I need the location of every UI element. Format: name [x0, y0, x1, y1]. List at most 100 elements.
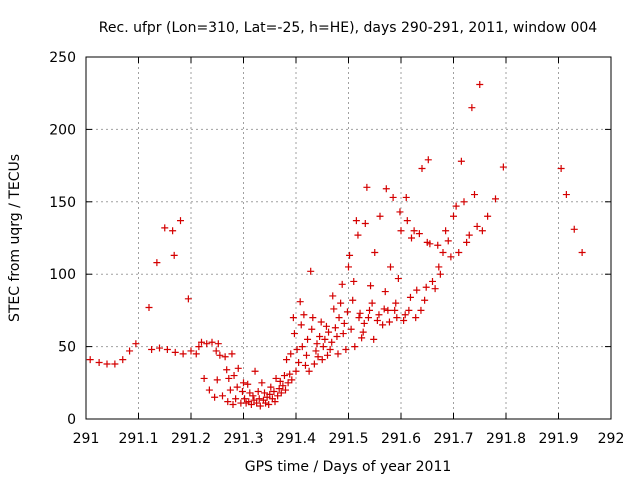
data-point-plus	[376, 212, 384, 220]
data-point-plus	[230, 372, 238, 380]
data-point-plus	[570, 225, 578, 233]
x-tick-label: 291.2	[171, 431, 211, 447]
data-point-plus	[343, 308, 351, 316]
data-point-plus	[339, 330, 347, 338]
data-point-plus	[557, 164, 565, 172]
data-point-plus	[379, 321, 387, 329]
y-tick-label: 250	[49, 50, 76, 66]
data-point-plus	[305, 367, 313, 375]
data-point-plus	[358, 334, 366, 342]
data-point-plus	[298, 343, 306, 351]
data-point-plus	[345, 263, 352, 271]
data-point-plus	[238, 387, 246, 395]
grid	[86, 57, 611, 419]
data-point-plus	[226, 386, 234, 394]
data-point-plus	[198, 338, 205, 346]
data-point-plus	[211, 393, 219, 401]
data-point-plus	[334, 350, 342, 358]
data-point-plus	[153, 259, 161, 267]
data-point-plus	[476, 81, 484, 89]
data-point-plus	[309, 314, 317, 322]
data-point-plus	[270, 387, 278, 395]
data-point-plus	[354, 231, 362, 239]
data-point-plus	[415, 230, 423, 238]
y-tick-labels: 0 50 100 150 200 250	[49, 50, 76, 428]
data-point-plus	[296, 298, 304, 306]
data-point-plus	[170, 251, 178, 259]
data-point-plus	[326, 345, 334, 353]
data-point-plus	[163, 345, 171, 353]
data-point-plus	[352, 217, 360, 225]
data-point-plus	[422, 283, 430, 291]
data-point-plus	[471, 191, 478, 199]
data-point-plus	[460, 198, 468, 206]
data-point-plus	[203, 340, 211, 348]
data-point-plus	[126, 347, 134, 355]
data-point-plus	[111, 360, 119, 368]
data-point-plus	[406, 293, 414, 301]
data-point-plus	[195, 343, 203, 351]
data-point-plus	[287, 350, 295, 358]
x-tick-label: 291.4	[276, 431, 316, 447]
data-point-plus	[267, 383, 275, 391]
data-point-plus	[288, 376, 296, 384]
y-tick-label: 50	[58, 340, 76, 356]
data-point-plus	[179, 350, 187, 358]
data-point-plus	[350, 277, 358, 285]
data-point-plus	[86, 356, 94, 364]
data-point-plus	[200, 374, 208, 382]
data-point-plus	[282, 386, 289, 394]
data-point-plus	[347, 325, 355, 333]
data-point-plus	[408, 234, 415, 242]
data-point-plus	[313, 340, 321, 348]
data-point-plus	[373, 317, 381, 325]
data-point-plus	[319, 343, 327, 351]
data-point-plus	[484, 212, 492, 220]
data-point-plus	[403, 217, 411, 225]
data-point-plus	[368, 299, 376, 307]
data-point-plus	[387, 263, 394, 271]
data-point-plus	[465, 231, 473, 239]
data-point-plus	[272, 374, 280, 382]
data-point-plus	[249, 392, 257, 400]
data-point-plus	[394, 275, 402, 283]
data-point-plus	[410, 227, 418, 235]
data-point-plus	[322, 322, 330, 330]
data-point-plus	[436, 270, 444, 278]
data-point-plus	[223, 366, 231, 374]
data-point-plus	[233, 383, 241, 391]
data-point-plus	[392, 299, 400, 307]
x-axis-label: GPS time / Days of year 2011	[245, 459, 452, 475]
data-point-plus	[228, 350, 236, 358]
data-point-plus	[360, 319, 368, 327]
data-point-plus	[283, 356, 291, 364]
data-point-plus	[380, 305, 388, 313]
data-point-plus	[321, 335, 329, 343]
data-point-plus	[317, 318, 325, 326]
data-point-plus	[363, 183, 371, 191]
x-tick-label: 291.6	[381, 431, 421, 447]
data-point-plus	[212, 347, 220, 355]
y-tick-label: 100	[49, 267, 76, 283]
y-tick-label: 200	[49, 122, 76, 138]
data-point-plus	[266, 390, 274, 398]
data-point-plus	[255, 395, 263, 403]
data-point-plus	[499, 163, 507, 171]
data-point-plus	[342, 345, 350, 353]
data-point-plus	[338, 280, 346, 288]
data-point-plus	[444, 237, 452, 245]
data-point-plus	[119, 356, 127, 364]
x-tick-label: 291.7	[433, 431, 473, 447]
data-point-plus	[413, 286, 421, 294]
data-point-plus	[337, 299, 345, 307]
data-point-plus	[384, 306, 392, 314]
data-point-plus	[463, 238, 471, 246]
data-point-plus	[401, 311, 409, 319]
data-point-plus	[382, 185, 390, 193]
data-point-plus	[457, 157, 465, 165]
data-point-plus	[169, 227, 177, 235]
data-point-plus	[275, 385, 283, 393]
data-point-plus	[289, 314, 297, 322]
data-point-plus	[452, 202, 460, 210]
